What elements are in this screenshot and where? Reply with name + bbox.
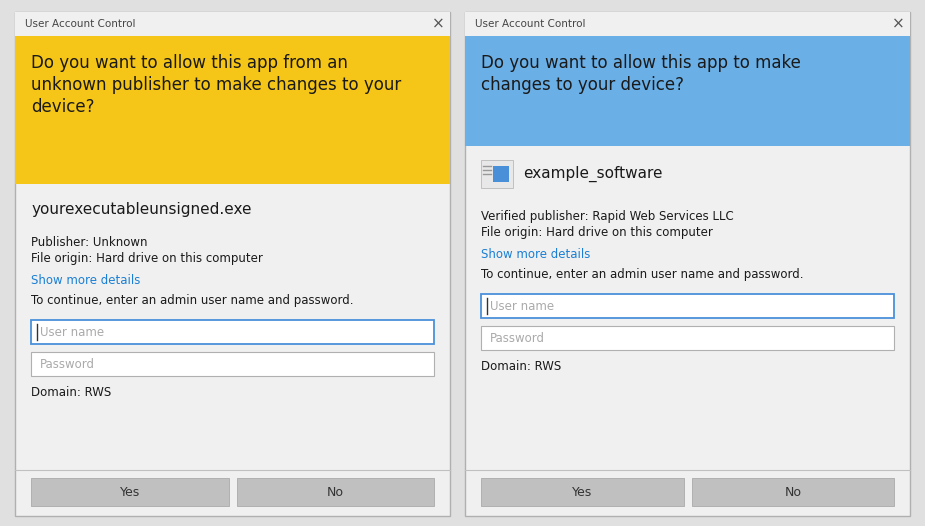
Text: ×: ×	[432, 16, 444, 32]
Bar	[31, 478, 228, 506]
Text: No: No	[327, 485, 344, 499]
Bar	[465, 12, 910, 36]
Text: Password: Password	[490, 331, 545, 345]
Text: Do you want to allow this app to make: Do you want to allow this app to make	[481, 54, 801, 72]
Text: User name: User name	[40, 326, 105, 339]
Text: Yes: Yes	[573, 485, 592, 499]
Bar	[15, 12, 450, 36]
Text: User Account Control: User Account Control	[475, 19, 586, 29]
Text: No: No	[784, 485, 801, 499]
Bar	[237, 478, 434, 506]
Bar	[692, 478, 894, 506]
Bar	[15, 12, 450, 516]
Text: To continue, enter an admin user name and password.: To continue, enter an admin user name an…	[481, 268, 804, 281]
Bar	[493, 166, 509, 182]
Text: User name: User name	[490, 299, 554, 312]
Bar	[15, 36, 450, 184]
Text: device?: device?	[31, 98, 94, 116]
Bar	[31, 320, 434, 344]
Text: To continue, enter an admin user name and password.: To continue, enter an admin user name an…	[31, 294, 353, 307]
Text: Domain: RWS: Domain: RWS	[31, 386, 111, 399]
Text: Show more details: Show more details	[481, 248, 590, 261]
Text: File origin: Hard drive on this computer: File origin: Hard drive on this computer	[481, 226, 713, 239]
Text: yourexecutableunsigned.exe: yourexecutableunsigned.exe	[31, 202, 252, 217]
Text: Domain: RWS: Domain: RWS	[481, 360, 561, 373]
Text: ×: ×	[892, 16, 905, 32]
Text: Verified publisher: Rapid Web Services LLC: Verified publisher: Rapid Web Services L…	[481, 210, 734, 223]
Bar	[481, 326, 894, 350]
Bar	[465, 12, 910, 516]
Bar	[481, 294, 894, 318]
Text: example_software: example_software	[523, 166, 662, 182]
Text: Publisher: Unknown: Publisher: Unknown	[31, 236, 147, 249]
Bar	[481, 478, 684, 506]
Text: User Account Control: User Account Control	[25, 19, 135, 29]
Text: Do you want to allow this app from an: Do you want to allow this app from an	[31, 54, 348, 72]
Text: Show more details: Show more details	[31, 274, 141, 287]
Bar	[31, 352, 434, 376]
Text: File origin: Hard drive on this computer: File origin: Hard drive on this computer	[31, 252, 263, 265]
Bar	[481, 160, 513, 188]
Text: unknown publisher to make changes to your: unknown publisher to make changes to you…	[31, 76, 401, 94]
Bar	[465, 36, 910, 146]
Text: Password: Password	[40, 358, 95, 370]
Text: Yes: Yes	[119, 485, 140, 499]
Text: changes to your device?: changes to your device?	[481, 76, 684, 94]
